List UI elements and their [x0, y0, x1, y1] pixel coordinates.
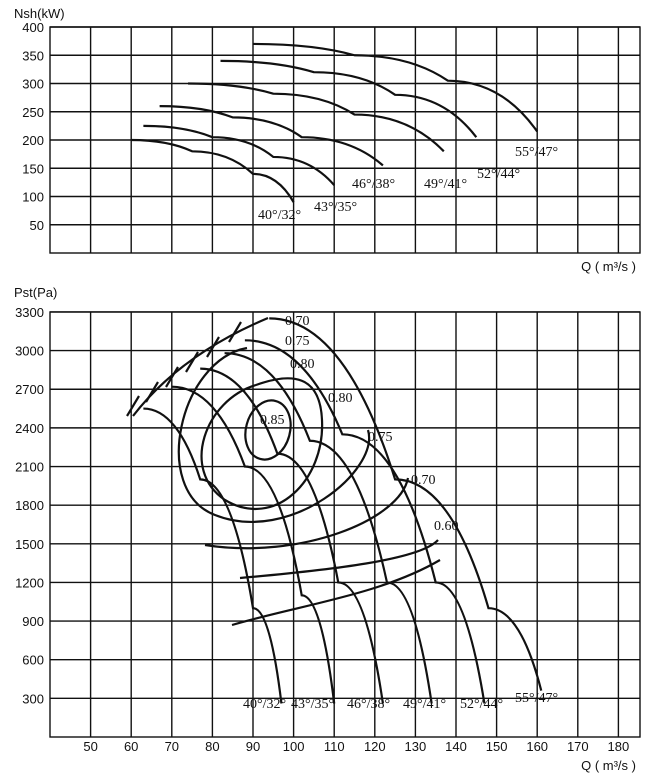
- pressure-x-tick-label: 140: [445, 739, 467, 754]
- power-curve: [252, 42, 539, 133]
- surge-line: [132, 316, 269, 417]
- efficiency-contour-060: [239, 539, 439, 580]
- efficiency-label: 0.60: [434, 519, 459, 534]
- surge-tick: [185, 351, 199, 373]
- pressure-curve-label: 49°/41°: [403, 697, 446, 712]
- surge-tick: [165, 366, 179, 388]
- pressure-x-tick-label: 180: [608, 739, 630, 754]
- power-y-tick-label: 150: [22, 161, 44, 176]
- power-curve: [131, 138, 295, 203]
- pressure-curve-label: 43°/35°: [291, 697, 334, 712]
- power-y-tick-label: 200: [22, 133, 44, 148]
- pressure-y-tick-label: 3300: [15, 305, 44, 320]
- pressure-x-tick-label: 110: [324, 739, 345, 754]
- pressure-blade-curve: [224, 352, 433, 704]
- power-curve-label: 43°/35°: [314, 200, 357, 215]
- efficiency-contour-080: [200, 377, 324, 511]
- power-curve-label: 52°/44°: [477, 167, 520, 182]
- power-curve: [220, 59, 478, 138]
- power-curve-label: 40°/32°: [258, 208, 301, 223]
- pressure-blade-curve: [171, 385, 336, 704]
- pressure-x-tick-label: 90: [246, 739, 260, 754]
- power-y-tick-label: 100: [22, 190, 44, 205]
- pressure-x-tick-label: 170: [567, 739, 589, 754]
- pressure-y-tick-label: 600: [22, 653, 44, 668]
- surge-tick: [228, 321, 242, 343]
- pressure-y-tick-label: 900: [22, 614, 44, 629]
- power-y-tick-label: 250: [22, 105, 44, 120]
- pressure-x-tick-label: 160: [526, 739, 548, 754]
- pressure-curve-label: 40°/32°: [243, 697, 286, 712]
- pressure-x-axis-label: Q ( m³/s ): [581, 758, 636, 773]
- pressure-plot-frame: [49, 311, 641, 738]
- power-y-tick-label: 400: [22, 20, 44, 35]
- pressure-x-tick-label: 130: [405, 739, 427, 754]
- efficiency-label: 0.85: [260, 413, 285, 428]
- pressure-y-tick-label: 1800: [15, 498, 44, 513]
- surge-tick: [206, 336, 220, 358]
- pressure-curve-label: 46°/38°: [347, 697, 390, 712]
- pressure-x-tick-label: 120: [364, 739, 386, 754]
- pressure-blade-curve: [269, 317, 543, 691]
- pressure-blade-curve: [200, 367, 385, 704]
- pressure-x-tick-label: 70: [165, 739, 179, 754]
- power-y-tick-label: 300: [22, 77, 44, 92]
- pressure-x-tick-label: 100: [283, 739, 305, 754]
- pressure-x-tick-label: 150: [486, 739, 508, 754]
- pressure-y-tick-label: 2700: [15, 382, 44, 397]
- pressure-y-tick-label: 1200: [15, 575, 44, 590]
- efficiency-label: 0.70: [285, 314, 310, 329]
- pressure-y-tick-label: 300: [22, 691, 44, 706]
- efficiency-label: 0.75: [285, 334, 310, 349]
- pressure-y-tick-label: 3000: [15, 344, 44, 359]
- efficiency-contour-055: [231, 559, 441, 627]
- power-curve: [159, 105, 384, 167]
- pressure-x-tick-label: 50: [83, 739, 97, 754]
- pressure-y-axis-label: Pst(Pa): [14, 285, 57, 300]
- efficiency-contour-070: [204, 477, 410, 550]
- power-curve-label: 46°/38°: [352, 177, 395, 192]
- efficiency-label: 0.75: [368, 430, 393, 445]
- surge-tick: [145, 381, 159, 403]
- pressure-y-tick-label: 2100: [15, 460, 44, 475]
- pressure-y-tick-label: 1500: [15, 537, 44, 552]
- pressure-x-tick-label: 60: [124, 739, 138, 754]
- pressure-curve-label: 55°/47°: [515, 691, 558, 706]
- pressure-y-tick-label: 2400: [15, 421, 44, 436]
- power-curve: [188, 82, 445, 153]
- pressure-blade-curve: [143, 407, 283, 704]
- power-y-tick-label: 350: [22, 48, 44, 63]
- power-y-tick-label: 50: [30, 218, 44, 233]
- efficiency-contour-075: [177, 346, 371, 523]
- efficiency-label: 0.70: [411, 473, 436, 488]
- power-x-axis-label: Q ( m³/s ): [581, 259, 636, 274]
- power-curve-label: 55°/47°: [515, 145, 558, 160]
- pressure-x-tick-label: 80: [205, 739, 219, 754]
- efficiency-label: 0.80: [290, 357, 315, 372]
- power-curve-label: 49°/41°: [424, 177, 467, 192]
- efficiency-label: 0.80: [328, 391, 353, 406]
- efficiency-contour-085: [244, 399, 292, 461]
- pressure-curve-label: 52°/44°: [460, 697, 503, 712]
- surge-tick: [126, 395, 140, 417]
- power-y-axis-label: Nsh(kW): [14, 6, 65, 21]
- power-curve: [143, 124, 336, 186]
